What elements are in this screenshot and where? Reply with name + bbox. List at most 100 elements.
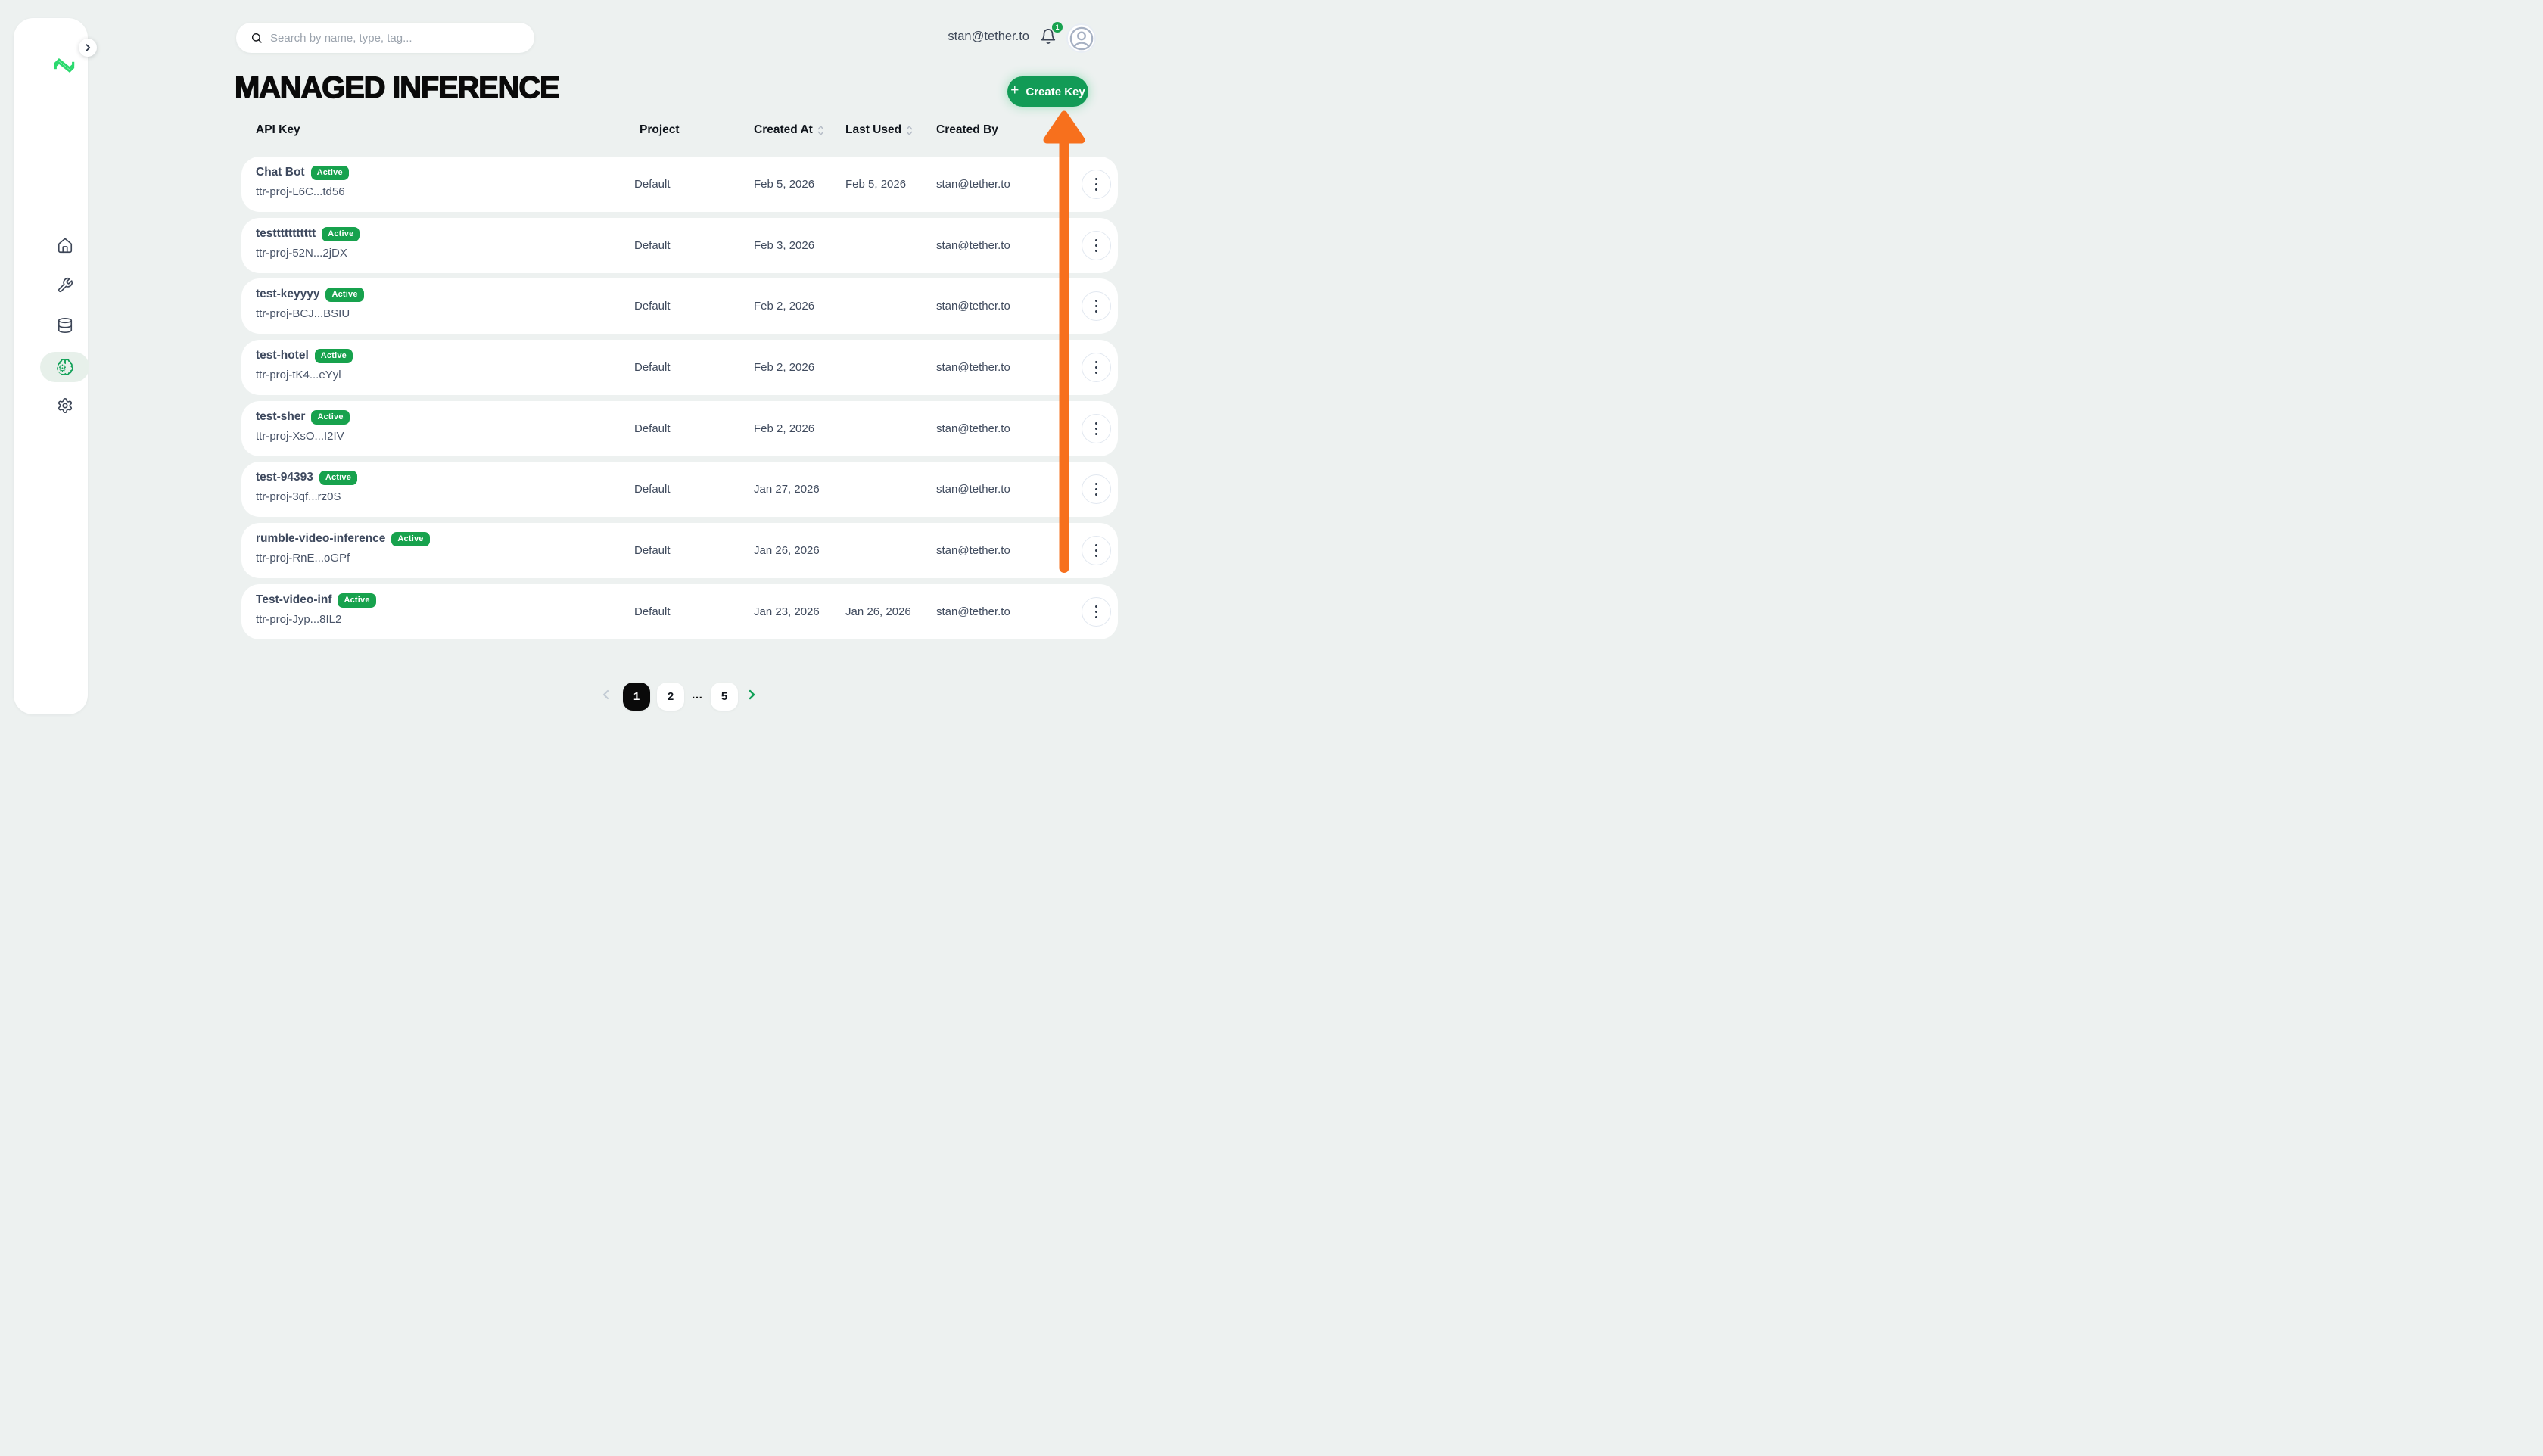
sidebar-item-database[interactable] <box>40 310 89 341</box>
api-key-name: testtttttttttt <box>256 227 316 241</box>
table-row: test-hotel Active ttr-proj-tK4...eYyl De… <box>241 340 1118 395</box>
pagination-next-icon[interactable] <box>745 689 758 701</box>
created-by-cell: stan@tether.to <box>936 422 1010 435</box>
column-header-project: Project <box>640 123 680 136</box>
brain-gear-icon: ⚙ <box>56 358 74 376</box>
search-input[interactable] <box>270 31 512 45</box>
created-by-cell: stan@tether.to <box>936 361 1010 374</box>
database-icon <box>57 317 73 334</box>
row-actions-button[interactable] <box>1082 170 1111 199</box>
column-header-api-key: API Key <box>256 123 300 136</box>
api-key-id: ttr-proj-tK4...eYyl <box>256 368 341 381</box>
api-key-name: Chat Bot <box>256 166 305 179</box>
api-key-id: ttr-proj-Jyp...8IL2 <box>256 612 342 626</box>
project-cell: Default <box>634 544 671 557</box>
notification-badge: 1 <box>1052 22 1063 33</box>
api-key-cell: test-hotel Active ttr-proj-tK4...eYyl <box>256 349 353 381</box>
created-at-cell: Feb 5, 2026 <box>754 178 815 191</box>
last-used-cell: Jan 26, 2026 <box>845 605 911 618</box>
created-by-cell: stan@tether.to <box>936 300 1010 313</box>
created-by-cell: stan@tether.to <box>936 605 1010 618</box>
sidebar-item-managed-inference[interactable]: ⚙ <box>40 352 89 382</box>
created-at-cell: Feb 2, 2026 <box>754 300 815 313</box>
api-key-cell: rumble-video-inference Active ttr-proj-R… <box>256 532 430 565</box>
created-at-cell: Jan 26, 2026 <box>754 544 820 557</box>
row-actions-button[interactable] <box>1082 536 1111 565</box>
table-row: Test-video-inf Active ttr-proj-Jyp...8IL… <box>241 584 1118 639</box>
status-badge: Active <box>311 410 350 425</box>
sidebar-item-home[interactable] <box>40 231 89 261</box>
sidebar-item-settings[interactable] <box>40 390 89 421</box>
status-badge: Active <box>314 349 353 363</box>
api-key-cell: testtttttttttt Active ttr-proj-52N...2jD… <box>256 227 360 260</box>
api-key-name: test-94393 <box>256 471 313 484</box>
created-by-cell: stan@tether.to <box>936 178 1010 191</box>
sidebar-item-tools[interactable] <box>40 270 89 300</box>
api-key-name: test-keyyyy <box>256 288 320 301</box>
api-key-id: ttr-proj-52N...2jDX <box>256 246 347 260</box>
create-key-button[interactable]: + Create Key <box>1007 76 1088 107</box>
created-at-cell: Feb 2, 2026 <box>754 361 815 374</box>
wrench-icon <box>57 277 73 294</box>
api-key-id: ttr-proj-3qf...rz0S <box>256 490 341 503</box>
row-actions-button[interactable] <box>1082 291 1111 321</box>
project-cell: Default <box>634 239 671 252</box>
pagination-page-2[interactable]: 2 <box>657 683 684 711</box>
api-key-name: test-sher <box>256 410 306 424</box>
status-badge: Active <box>391 532 430 546</box>
project-cell: Default <box>634 300 671 313</box>
table-row: Chat Bot Active ttr-proj-L6C...td56 Defa… <box>241 157 1118 212</box>
api-key-id: ttr-proj-RnE...oGPf <box>256 551 350 565</box>
api-key-name: rumble-video-inference <box>256 532 386 546</box>
api-key-id: ttr-proj-XsO...I2IV <box>256 429 344 443</box>
status-badge: Active <box>338 593 376 608</box>
api-key-id: ttr-proj-BCJ...BSIU <box>256 306 350 320</box>
pagination-ellipsis: … <box>691 689 703 702</box>
last-used-cell: Feb 5, 2026 <box>845 178 907 191</box>
gear-icon <box>57 397 73 414</box>
api-key-cell: test-sher Active ttr-proj-XsO...I2IV <box>256 410 350 443</box>
project-cell: Default <box>634 178 671 191</box>
home-icon <box>57 238 73 254</box>
search-icon <box>251 32 263 44</box>
avatar[interactable] <box>1066 23 1096 53</box>
search-bar <box>236 23 534 53</box>
api-key-id: ttr-proj-L6C...td56 <box>256 185 345 198</box>
pagination-page-1[interactable]: 1 <box>623 683 650 711</box>
table-row: test-sher Active ttr-proj-XsO...I2IV Def… <box>241 401 1118 456</box>
row-actions-button[interactable] <box>1082 353 1111 382</box>
row-actions-button[interactable] <box>1082 414 1111 443</box>
status-badge: Active <box>325 288 364 302</box>
created-at-cell: Jan 27, 2026 <box>754 483 820 496</box>
api-key-cell: Test-video-inf Active ttr-proj-Jyp...8IL… <box>256 593 376 626</box>
page-title: MANAGED INFERENCE <box>234 70 560 104</box>
row-actions-button[interactable] <box>1082 474 1111 504</box>
project-cell: Default <box>634 361 671 374</box>
column-header-created-at[interactable]: Created At <box>754 123 824 137</box>
user-email: stan@tether.to <box>948 30 1029 43</box>
created-at-cell: Feb 2, 2026 <box>754 422 815 435</box>
column-header-last-used[interactable]: Last Used <box>845 123 913 137</box>
sidebar-expand-button[interactable] <box>79 39 97 57</box>
api-key-cell: test-94393 Active ttr-proj-3qf...rz0S <box>256 471 358 503</box>
status-badge: Active <box>322 227 360 241</box>
api-key-name: test-hotel <box>256 349 309 362</box>
project-cell: Default <box>634 605 671 618</box>
table-row: rumble-video-inference Active ttr-proj-R… <box>241 523 1118 578</box>
status-badge: Active <box>319 471 358 485</box>
sort-icon <box>906 125 913 136</box>
plus-icon: + <box>1010 82 1019 98</box>
notification-bell-icon[interactable] <box>1040 28 1057 45</box>
api-key-cell: Chat Bot Active ttr-proj-L6C...td56 <box>256 166 349 198</box>
row-actions-button[interactable] <box>1082 231 1111 260</box>
app-logo-icon <box>54 58 75 73</box>
project-cell: Default <box>634 483 671 496</box>
api-key-cell: test-keyyyy Active ttr-proj-BCJ...BSIU <box>256 288 364 320</box>
pagination-page-5[interactable]: 5 <box>711 683 738 711</box>
status-badge: Active <box>310 166 349 180</box>
mini-gear-icon: ⚙ <box>57 362 68 374</box>
row-actions-button[interactable] <box>1082 597 1111 627</box>
table-row: testtttttttttt Active ttr-proj-52N...2jD… <box>241 218 1118 273</box>
column-header-created-by: Created By <box>936 123 998 136</box>
pagination-prev-icon[interactable] <box>600 689 612 701</box>
